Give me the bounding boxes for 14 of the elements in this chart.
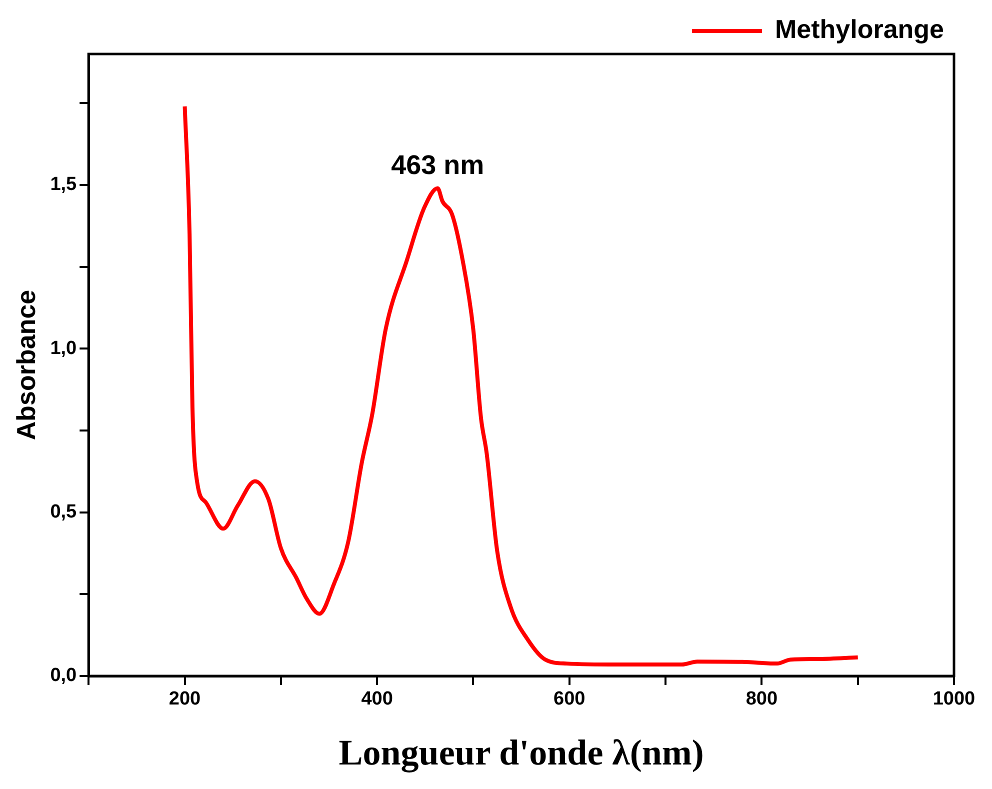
x-tick-label: 600 xyxy=(554,688,586,710)
y-tick-label: 1,5 xyxy=(50,174,78,196)
y-tick-label: 1,0 xyxy=(50,338,77,359)
y-axis-title: Absorbance xyxy=(10,290,41,440)
y-tick-label: 0,0 xyxy=(50,665,77,686)
x-tick-label: 400 xyxy=(361,688,393,710)
y-tick-label: 0,5 xyxy=(50,502,78,523)
x-axis-title: Longueur d'onde λ(nm) xyxy=(338,732,704,773)
line-series xyxy=(182,104,860,667)
annotation: 463 nm xyxy=(391,150,484,180)
x-tick-label: 1000 xyxy=(932,688,976,710)
x-tick-label: 800 xyxy=(746,688,778,710)
legend-label: Methylorange xyxy=(774,14,944,44)
x-tick-label: 200 xyxy=(168,688,201,710)
